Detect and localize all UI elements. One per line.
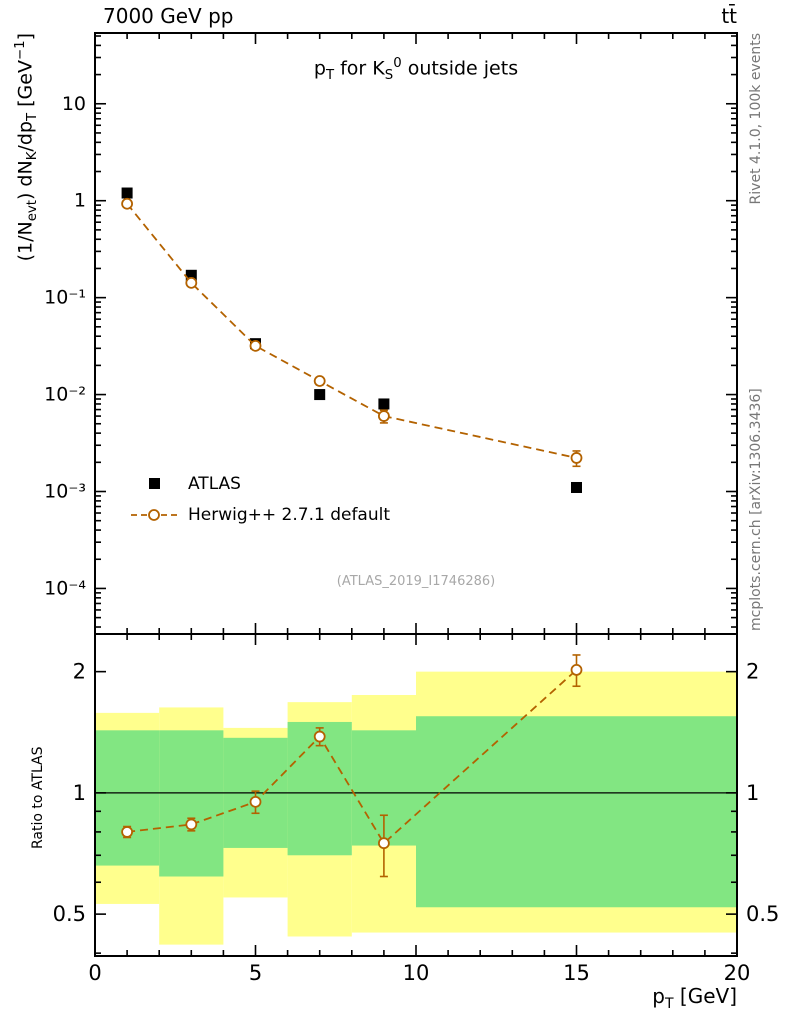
- inner-uncertainty-band: [95, 730, 160, 866]
- atlas-series: [121, 187, 582, 493]
- main-y-tick-label: 10⁻⁴: [44, 577, 86, 599]
- herwig-data-point: [313, 375, 326, 387]
- atlas-square-icon: [148, 478, 160, 489]
- x-tick-label: 15: [563, 961, 590, 985]
- herwig-data-point: [185, 276, 198, 289]
- herwig-data-point: [121, 197, 133, 210]
- herwig-data-point: [570, 664, 583, 676]
- herwig-ratio-series: [121, 654, 583, 878]
- herwig-data-point: [249, 339, 262, 352]
- main-y-tick-label: 1: [74, 190, 86, 212]
- atlas-data-point: [314, 389, 326, 401]
- legend-label-herwig: Herwig++ 2.7.1 default: [188, 504, 391, 525]
- atlas-data-point: [185, 269, 197, 281]
- main-y-axis-label: (1/Nevt) dNK/dpT [GeV−1]: [13, 33, 41, 262]
- ratio-y-tick-label-left: 1: [73, 781, 86, 805]
- atlas-data-point: [378, 398, 390, 410]
- herwig-data-point: [121, 826, 133, 838]
- herwig-data-point: [570, 452, 583, 464]
- ratio-y-tick-label-right: 0.5: [746, 902, 779, 926]
- herwig-series: [121, 197, 583, 468]
- ratio-panel-frame: [94, 633, 738, 957]
- atlas-marker: [128, 478, 180, 489]
- herwig-dashed-circle-icon: [131, 508, 177, 521]
- inner-uncertainty-band: [159, 730, 224, 877]
- main-y-tick-label: 10⁻¹: [44, 287, 86, 309]
- ratio-y-tick-label-right: 1: [746, 781, 759, 805]
- herwig-data-point: [377, 410, 390, 422]
- main-y-tick-label: 10⁻³: [44, 481, 86, 503]
- herwig-data-point: [185, 818, 198, 831]
- main-panel-frame: [94, 32, 738, 635]
- x-tick-label: 10: [403, 961, 430, 985]
- x-axis-label: pT [GeV]: [652, 984, 737, 1012]
- legend: ATLAS Herwig++ 2.7.1 default: [128, 468, 390, 530]
- tick-labels: 10 1 10⁻¹ 10⁻² 10⁻³ 10⁻⁴ 2 2 1 1 0.5 0.5 0 5 10 15 20: [44, 93, 779, 985]
- beam-energy-label: 7000 GeV pp: [103, 4, 234, 28]
- herwig-data-point: [313, 730, 326, 743]
- process-label: tt̄: [721, 4, 737, 28]
- ratio-y-tick-label-left: 2: [73, 660, 86, 684]
- main-y-tick-label: 10⁻²: [44, 384, 86, 406]
- legend-label-atlas: ATLAS: [188, 473, 241, 494]
- ratio-y-tick-label-right: 2: [746, 660, 759, 684]
- plot-title: pT for KS0 outside jets: [313, 56, 519, 84]
- ratio-y-axis-label: Ratio to ATLAS: [30, 746, 46, 849]
- rivet-version-label: Rivet 4.1.0, 100k events: [748, 33, 764, 205]
- atlas-data-point: [121, 187, 133, 199]
- herwig-marker: [128, 508, 180, 522]
- series-line: [126, 669, 578, 845]
- legend-item-herwig: Herwig++ 2.7.1 default: [128, 499, 390, 530]
- herwig-data-point: [249, 795, 262, 808]
- legend-item-atlas: ATLAS: [128, 468, 390, 499]
- mcplots-reference-label: mcplots.cern.ch [arXiv:1306.3436]: [748, 388, 764, 631]
- ratio-y-tick-label-left: 0.5: [53, 902, 86, 926]
- x-tick-label: 0: [88, 961, 101, 985]
- x-tick-label: 20: [724, 961, 751, 985]
- x-tick-label: 5: [249, 961, 262, 985]
- atlas-data-point: [571, 481, 582, 493]
- inner-uncertainty-band: [416, 716, 737, 908]
- analysis-id-watermark: (ATLAS_2019_I1746286): [336, 574, 496, 589]
- herwig-data-point: [377, 837, 390, 850]
- main-y-tick-label: 10: [62, 93, 86, 115]
- uncertainty-bands: [95, 671, 737, 945]
- series-line: [126, 203, 577, 459]
